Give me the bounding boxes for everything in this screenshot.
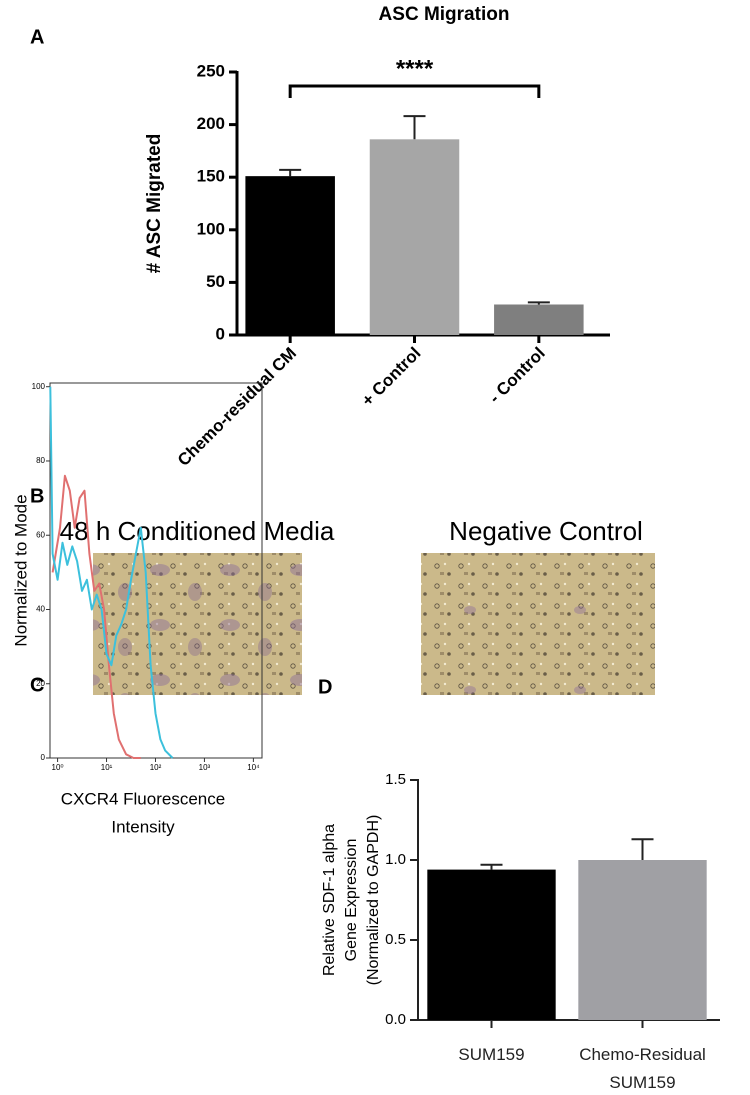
y-tick-label: 1.5 bbox=[385, 771, 406, 788]
x-axis-title: Intensity bbox=[111, 817, 175, 836]
x-tick-label: 10⁴ bbox=[247, 763, 260, 772]
y-axis-title: Gene Expression bbox=[343, 839, 360, 962]
x-tick-label: Chemo-Residual SUM159 bbox=[579, 1045, 706, 1092]
image-caption: 48 h Conditioned Media bbox=[60, 516, 335, 546]
y-tick-label: 100 bbox=[32, 382, 46, 391]
micrograph-stain bbox=[93, 553, 302, 695]
x-tick-label: 10¹ bbox=[101, 763, 113, 772]
y-tick-label: 50 bbox=[206, 272, 225, 291]
significance-label: **** bbox=[396, 55, 434, 82]
histogram-line bbox=[49, 386, 174, 759]
y-tick-label: 150 bbox=[197, 167, 225, 186]
x-tick-label: - Control bbox=[485, 344, 549, 408]
y-tick-label: 40 bbox=[36, 605, 45, 614]
y-tick-label: 0 bbox=[41, 753, 46, 762]
chart-title: ASC Migration bbox=[379, 4, 510, 25]
y-tick-label: 0 bbox=[216, 324, 225, 343]
panel-label: C bbox=[30, 674, 44, 696]
micrograph-stain bbox=[421, 553, 655, 695]
histogram-line bbox=[51, 474, 141, 759]
plot-frame bbox=[49, 382, 263, 759]
bar bbox=[245, 176, 335, 335]
bar bbox=[427, 869, 556, 1020]
y-axis-title: # ASC Migrated bbox=[144, 134, 165, 274]
image-caption: Negative Control bbox=[449, 516, 643, 546]
y-tick-label: 1.0 bbox=[385, 851, 406, 868]
significance-bracket bbox=[288, 84, 541, 98]
x-tick-label: SUM159 bbox=[458, 1045, 525, 1064]
y-tick-label: 20 bbox=[36, 679, 45, 688]
y-axis-title: Normalized to Mode bbox=[11, 494, 30, 646]
x-tick-label: 10⁰ bbox=[52, 763, 64, 772]
y-axis-title: (Normalized to GAPDH) bbox=[365, 815, 382, 986]
x-tick-label: 10³ bbox=[199, 763, 211, 772]
x-axis-title: CXCR4 Fluorescence bbox=[61, 789, 225, 808]
bar bbox=[494, 304, 584, 335]
bar bbox=[578, 860, 707, 1020]
x-tick-label: 10² bbox=[150, 763, 162, 772]
panel-label: A bbox=[30, 26, 44, 48]
x-tick-label: Chemo-residual CM bbox=[174, 344, 300, 470]
y-tick-label: 60 bbox=[36, 530, 45, 539]
y-tick-label: 200 bbox=[197, 114, 225, 133]
y-axis-title: Relative SDF-1 alpha bbox=[321, 824, 338, 976]
x-tick-label: + Control bbox=[358, 344, 425, 411]
y-tick-label: 80 bbox=[36, 456, 45, 465]
y-tick-label: 100 bbox=[197, 219, 225, 238]
y-tick-label: 0.0 bbox=[385, 1011, 406, 1028]
panel-label: D bbox=[318, 676, 332, 698]
panel-label: B bbox=[30, 485, 44, 507]
y-tick-label: 0.5 bbox=[385, 931, 406, 948]
bar bbox=[369, 139, 460, 335]
y-tick-label: 250 bbox=[197, 61, 225, 80]
